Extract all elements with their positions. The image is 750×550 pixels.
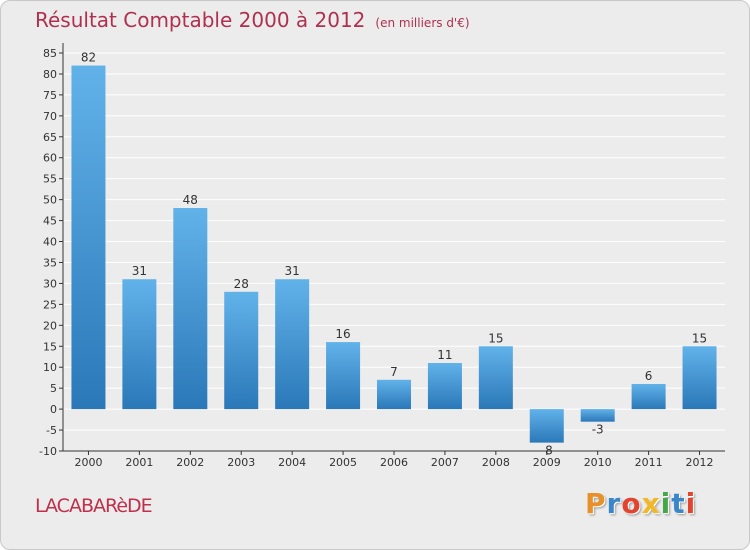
y-tick-label: 50 [43, 194, 57, 207]
y-tick-label: 65 [43, 131, 57, 144]
x-tick-label: 2002 [176, 456, 204, 469]
brand-letter: o [621, 487, 642, 520]
y-tick-label: 70 [43, 110, 57, 123]
y-tick-label: 60 [43, 152, 57, 165]
x-tick-label: 2004 [278, 456, 306, 469]
y-tick-label: 75 [43, 89, 57, 102]
bar-value-label: 6 [645, 369, 653, 383]
brand-letter: r [606, 487, 622, 520]
brand-letter: t [671, 487, 686, 520]
bar-2000 [71, 65, 106, 410]
bar-2002 [173, 208, 208, 410]
x-tick-label: 2007 [431, 456, 459, 469]
axes: -10 -5 0 5 10 15 20 25 30 35 40 45 50 55 60 65 70 75 80 85 2… [39, 43, 725, 469]
y-tick-label: 30 [43, 277, 57, 290]
x-tick-label: 2010 [584, 456, 612, 469]
y-tick-label: -10 [39, 445, 57, 458]
bar-2007 [427, 363, 462, 410]
y-tick-label: 25 [43, 298, 57, 311]
bar-value-label: 11 [437, 348, 452, 362]
bar-2005 [326, 342, 361, 410]
bar-value-label: 82 [81, 51, 96, 65]
bars [71, 65, 717, 443]
x-tick-label: 2005 [329, 456, 357, 469]
bar-value-label: -8 [541, 444, 553, 458]
bar-2011 [631, 383, 666, 410]
x-tick-label: 2000 [74, 456, 102, 469]
bar-value-label: 28 [234, 277, 249, 291]
bar-2012 [682, 346, 717, 410]
y-tick-label: 15 [43, 340, 57, 353]
bar-2008 [478, 346, 513, 410]
x-tick-label: 2006 [380, 456, 408, 469]
chart-title: Résultat Comptable 2000 à 2012 (en millie… [35, 8, 470, 32]
x-tick-label: 2008 [482, 456, 510, 469]
x-tick-label: 2003 [227, 456, 255, 469]
title-text: Résultat Comptable 2000 à 2012 [35, 8, 366, 32]
brand-letter: i [660, 487, 672, 520]
y-tick-label: 20 [43, 319, 57, 332]
bar-value-label: 16 [335, 327, 350, 341]
brand-logo: Proxiti [585, 487, 696, 520]
x-tick-label: 2001 [125, 456, 153, 469]
y-tick-label: 45 [43, 215, 57, 228]
y-tick-label: 0 [50, 403, 57, 416]
bar-value-label: -3 [592, 423, 604, 437]
brand-letter: P [585, 487, 607, 520]
chart-subtitle: (en milliers d'€) [375, 16, 470, 30]
y-tick-label: -5 [46, 424, 57, 437]
x-tick-label: 2011 [635, 456, 663, 469]
bar-2009 [529, 409, 564, 443]
y-tick-label: 55 [43, 173, 57, 186]
y-tick-label: 85 [43, 47, 57, 60]
bar-value-label: 31 [285, 264, 300, 278]
brand-letter: i [685, 487, 697, 520]
x-tick-label: 2012 [686, 456, 714, 469]
y-tick-label: 80 [43, 68, 57, 81]
brand-letter: x [641, 487, 661, 520]
y-tick-label: 35 [43, 256, 57, 269]
bar-value-label: 7 [390, 365, 398, 379]
bar-value-label: 31 [132, 264, 147, 278]
bar-2003 [224, 291, 259, 410]
bar-value-label: 48 [183, 193, 198, 207]
bar-value-label: 15 [488, 331, 503, 345]
bar-2001 [122, 279, 157, 410]
commune-name: LACABARèDE [35, 495, 153, 517]
bar-2010 [580, 409, 615, 422]
y-tick-label: 5 [50, 382, 57, 395]
data-labels: 82 31 48 28 31 16 7 11 15 -8 -3 6 15 [81, 51, 707, 458]
y-tick-label: 10 [43, 361, 57, 374]
y-tick-label: 40 [43, 236, 57, 249]
bar-2006 [377, 379, 411, 410]
x-tick-label: 2009 [533, 456, 561, 469]
bar-2004 [275, 279, 310, 410]
bar-value-label: 15 [692, 331, 707, 345]
